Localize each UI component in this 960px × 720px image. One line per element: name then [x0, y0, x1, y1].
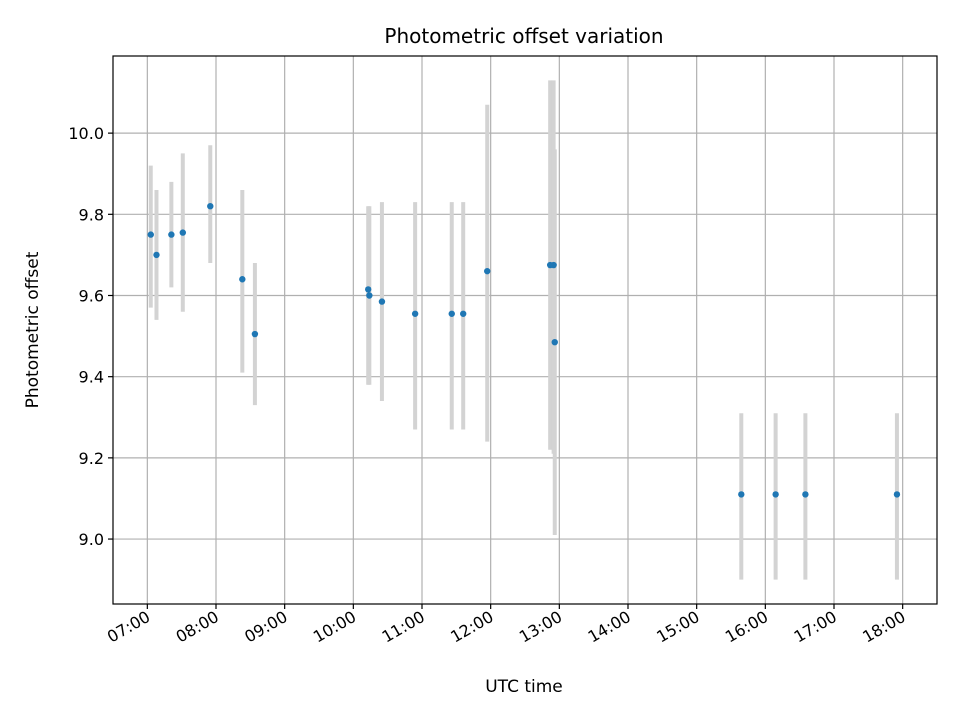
data-point: [147, 231, 154, 238]
data-point: [168, 231, 175, 238]
data-point: [378, 298, 386, 305]
data-point: [893, 491, 901, 498]
y-tick-label: 9.2: [79, 449, 104, 468]
chart-title: Photometric offset variation: [384, 24, 663, 48]
data-point: [484, 267, 491, 275]
data-point: [366, 292, 373, 299]
data-point: [738, 491, 745, 498]
data-point: [251, 330, 259, 338]
y-axis-label: Photometric offset: [23, 251, 43, 408]
y-axis-ticks: 9.0 9.2 9.4 9.6 9.8 10.0: [68, 124, 113, 549]
data-point: [239, 276, 246, 283]
data-point: [550, 261, 557, 269]
data-point: [411, 310, 419, 317]
data-point: [153, 251, 160, 259]
y-tick-label: 9.0: [79, 530, 104, 549]
y-tick-label: 9.8: [79, 205, 104, 224]
grid-lines: [113, 56, 937, 604]
data-point: [179, 229, 187, 236]
data-point: [207, 202, 214, 210]
data-points: [147, 202, 901, 498]
x-axis-label: UTC time: [485, 677, 563, 697]
y-tick-label: 10.0: [68, 124, 104, 143]
data-point: [460, 310, 467, 317]
data-point: [551, 338, 558, 346]
y-tick-label: 9.6: [79, 286, 104, 305]
data-point: [448, 310, 455, 317]
y-tick-label: 9.4: [79, 368, 104, 387]
data-point: [365, 286, 372, 293]
plot-frame: [112, 55, 938, 605]
data-point: [772, 491, 779, 498]
data-point: [802, 491, 809, 498]
